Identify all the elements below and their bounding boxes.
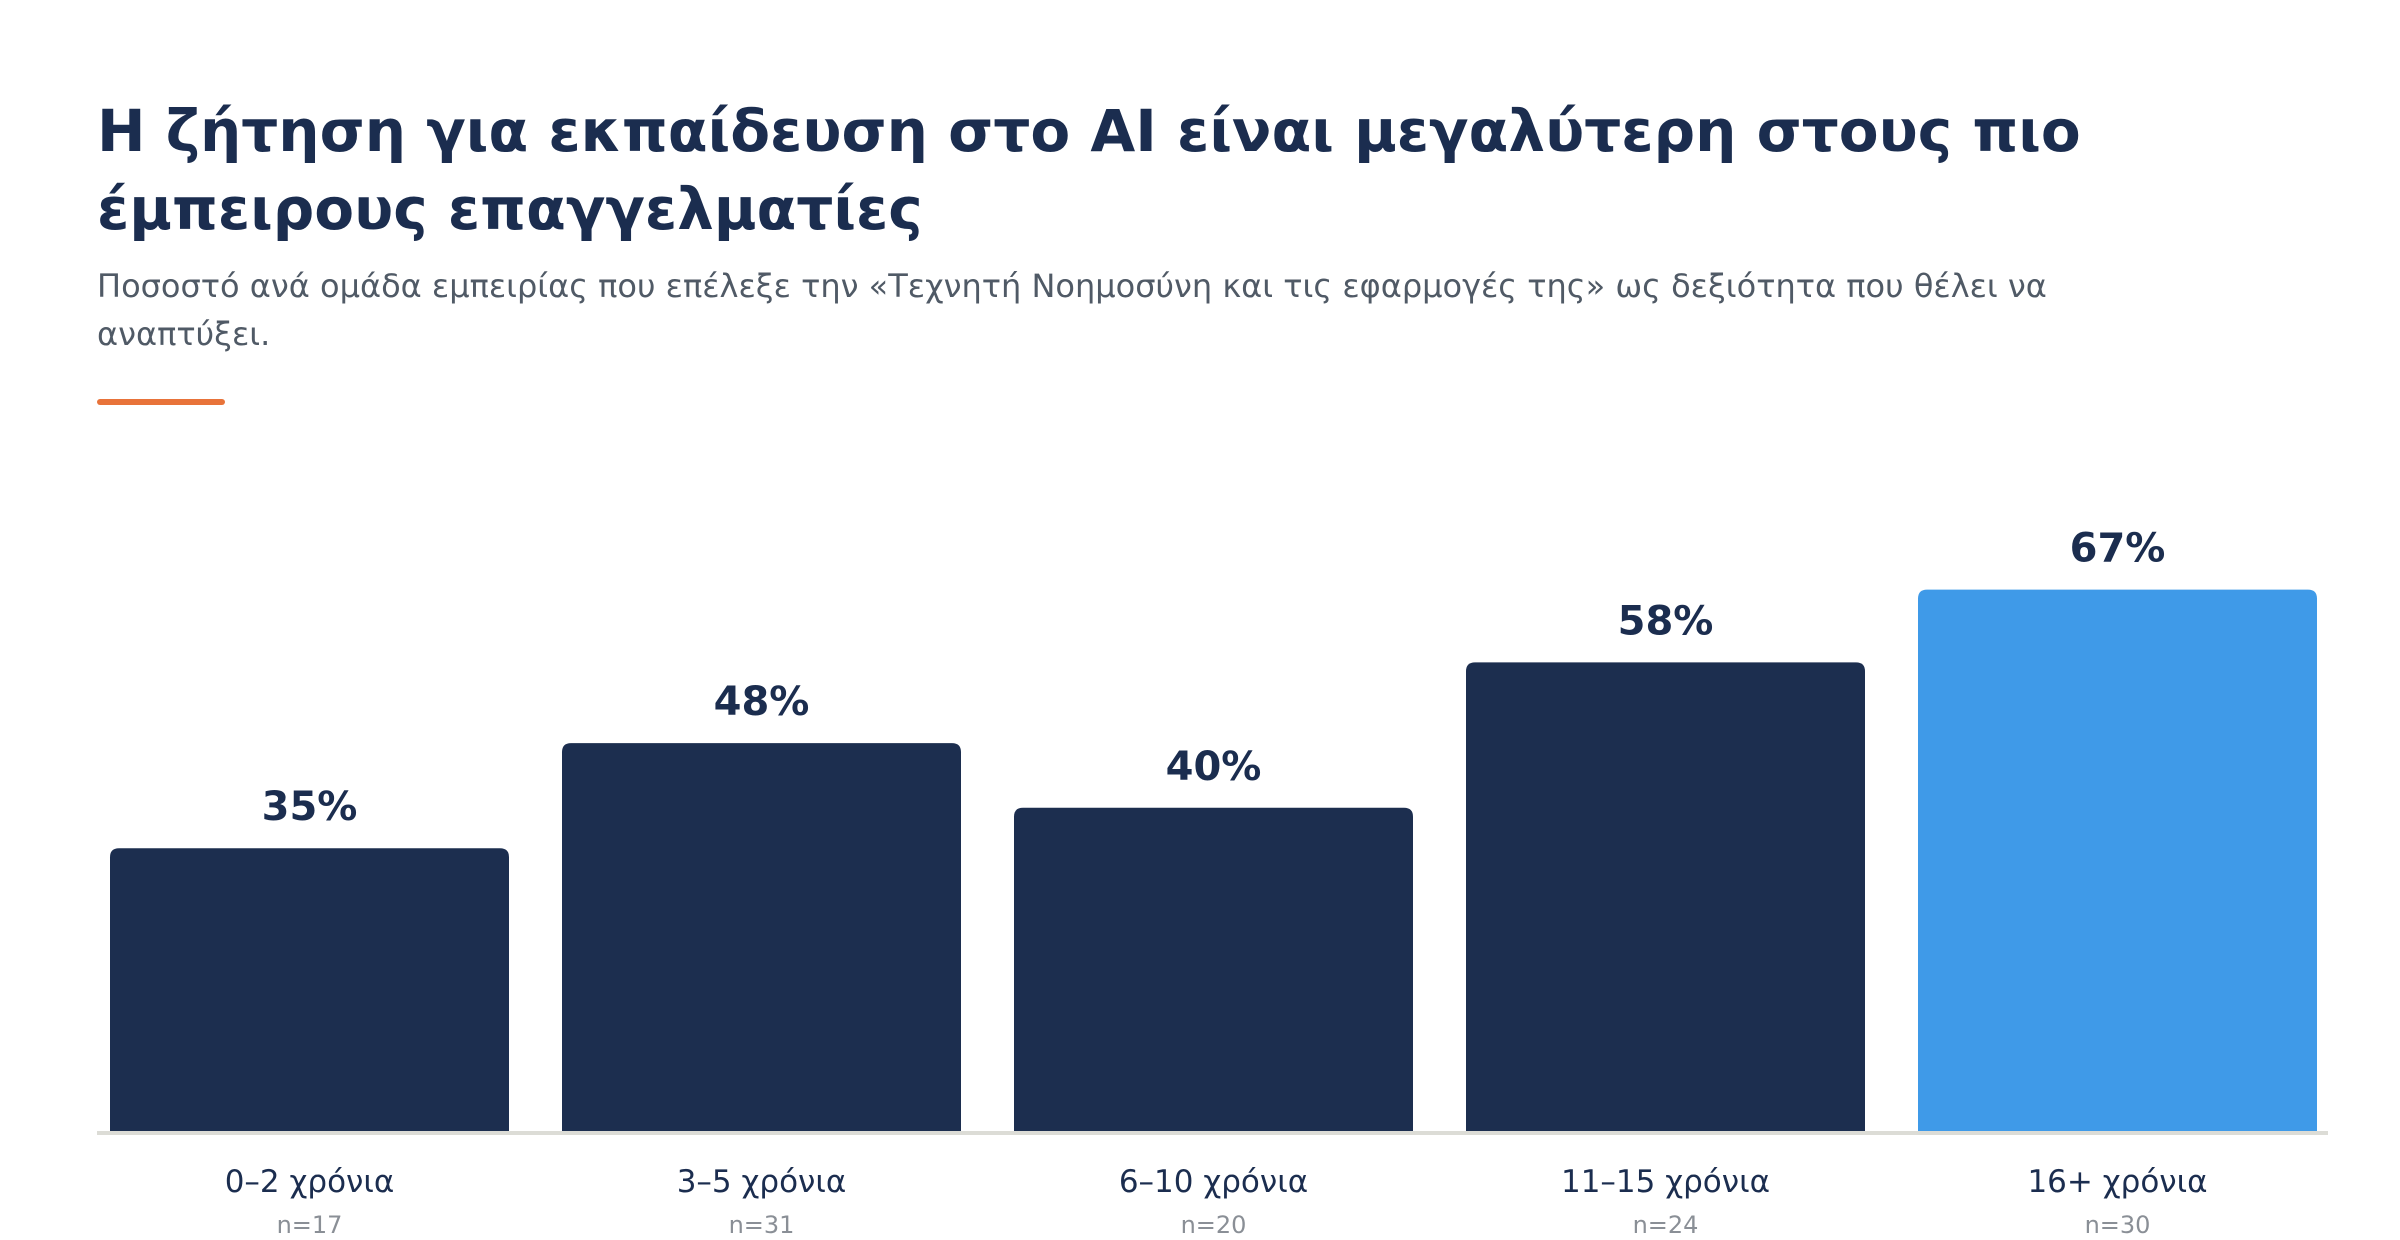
sample-size-label: n=30 bbox=[2085, 1211, 2151, 1239]
x-tick-label: 16+ χρόνια bbox=[2027, 1164, 2207, 1200]
bar-highlight bbox=[1918, 589, 2317, 1131]
bar bbox=[562, 743, 961, 1131]
x-tick-label: 0–2 χρόνια bbox=[225, 1164, 395, 1200]
bar-value-label: 67% bbox=[2070, 526, 2166, 572]
bar-value-label: 58% bbox=[1618, 598, 1714, 644]
x-tick-label: 3–5 χρόνια bbox=[677, 1164, 847, 1200]
sample-size-label: n=20 bbox=[1181, 1211, 1247, 1239]
x-tick-label: 11–15 χρόνια bbox=[1561, 1164, 1770, 1200]
bar-value-label: 48% bbox=[714, 679, 810, 725]
category-labels-group: 0–2 χρόνια 3–5 χρόνια 6–10 χρόνια 11–15 χρό… bbox=[225, 1164, 2208, 1200]
chart-subtitle: Ποσοστό ανά ομάδα εμπειρίας που επέλεξε … bbox=[97, 267, 2047, 353]
sample-size-labels-group: n=17 n=31 n=20 n=24 n=30 bbox=[277, 1211, 2151, 1239]
sample-size-label: n=24 bbox=[1633, 1211, 1699, 1239]
bar bbox=[110, 848, 509, 1131]
chart-title: Η ζήτηση για εκπαίδευση στο AI είναι μεγ… bbox=[97, 97, 2081, 243]
bar bbox=[1014, 807, 1413, 1131]
accent-rule bbox=[97, 399, 225, 405]
bars-group bbox=[110, 589, 2317, 1131]
bar-value-label: 35% bbox=[262, 784, 358, 830]
bar-value-label: 40% bbox=[1166, 744, 1262, 790]
sample-size-label: n=31 bbox=[729, 1211, 795, 1239]
sample-size-label: n=17 bbox=[277, 1211, 343, 1239]
bar bbox=[1466, 662, 1865, 1131]
value-labels-group: 35% 48% 40% 58% 67% bbox=[262, 526, 2166, 831]
x-tick-label: 6–10 χρόνια bbox=[1119, 1164, 1308, 1200]
